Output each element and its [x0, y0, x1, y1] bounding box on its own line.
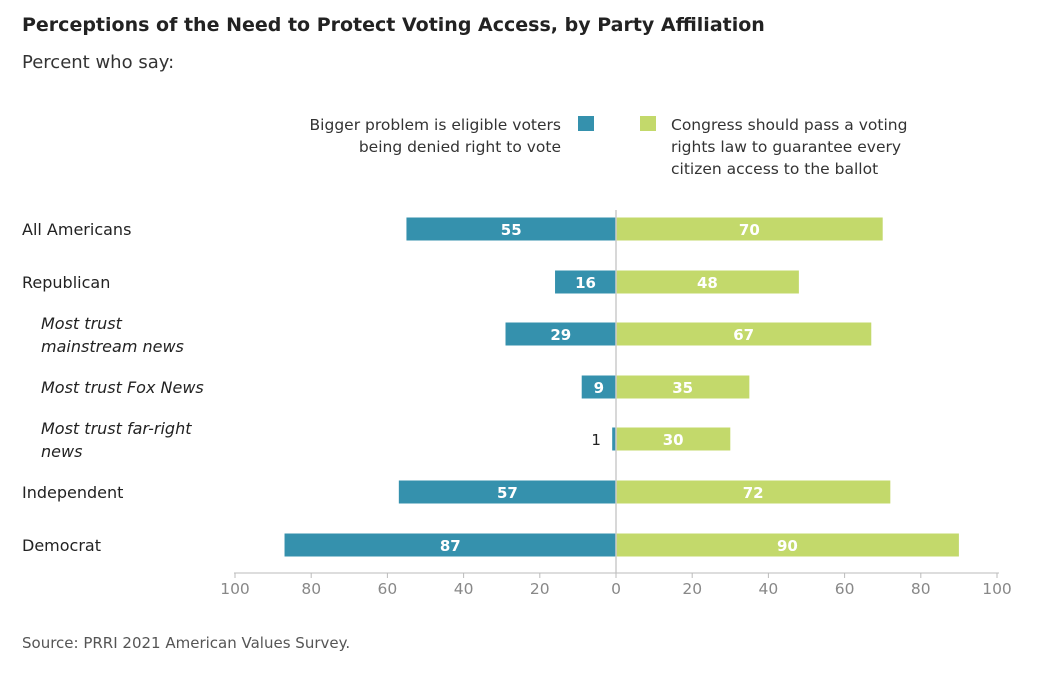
- bar-left: [398, 480, 616, 504]
- bar-left: [555, 270, 616, 294]
- value-label-left: 87: [440, 537, 461, 555]
- value-label-left: 16: [575, 274, 596, 292]
- category-label: Most trust: [41, 314, 123, 333]
- chart-subtitle: Percent who say:: [22, 52, 175, 73]
- value-label-left: 9: [594, 379, 604, 397]
- category-label: Republican: [22, 273, 110, 292]
- value-label-right: 48: [697, 274, 718, 292]
- x-tick-label: 60: [378, 580, 398, 598]
- bar-right: [616, 427, 731, 451]
- value-label-right: 72: [743, 484, 764, 502]
- bar-right: [616, 375, 750, 399]
- source-text: PRRI 2021 American Values Survey.: [83, 634, 351, 652]
- legend-swatch-left: [578, 116, 594, 131]
- bar-right: [616, 217, 883, 241]
- x-tick-label: 80: [911, 580, 931, 598]
- value-label-right: 30: [663, 431, 684, 449]
- bar-left: [505, 322, 616, 346]
- category-label: Most trust far-right: [41, 419, 192, 438]
- category-label: mainstream news: [41, 337, 184, 356]
- value-label-left: 57: [497, 484, 518, 502]
- legend-label-left-line: Bigger problem is eligible voters: [310, 116, 561, 134]
- bar-right: [616, 322, 872, 346]
- bar-left: [581, 375, 616, 399]
- category-label: Most trust Fox News: [41, 378, 204, 397]
- x-tick-label: 100: [220, 580, 250, 598]
- legend-label-right-line: rights law to guarantee every: [671, 138, 901, 156]
- x-tick-label: 80: [301, 580, 321, 598]
- chart-title: Perceptions of the Need to Protect Votin…: [22, 14, 765, 36]
- legend-label-left-line: being denied right to vote: [359, 138, 561, 156]
- value-label-left: 29: [550, 326, 571, 344]
- category-label: Independent: [22, 483, 123, 502]
- category-label: news: [41, 442, 82, 461]
- value-label-right: 35: [672, 379, 693, 397]
- legend-label-right-line: citizen access to the ballot: [671, 160, 878, 178]
- bar-left: [284, 533, 616, 557]
- source-note: Source: PRRI 2021 American Values Survey…: [22, 634, 351, 652]
- legend-label-right-line: Congress should pass a voting: [671, 116, 907, 134]
- value-label-left: 55: [501, 221, 522, 239]
- value-label-left: 1: [591, 431, 601, 449]
- category-label: Democrat: [22, 536, 101, 555]
- x-tick-label: 40: [759, 580, 779, 598]
- value-label-right: 90: [777, 537, 798, 555]
- x-tick-label: 20: [682, 580, 702, 598]
- legend-swatch-right: [640, 116, 656, 131]
- bar-left: [612, 427, 616, 451]
- bar-right: [616, 533, 959, 557]
- value-label-right: 70: [739, 221, 760, 239]
- bar-left: [406, 217, 616, 241]
- x-tick-label: 40: [454, 580, 474, 598]
- bar-right: [616, 270, 799, 294]
- x-tick-label: 60: [835, 580, 855, 598]
- x-tick-label: 100: [982, 580, 1012, 598]
- x-tick-label: 0: [611, 580, 621, 598]
- value-label-right: 67: [733, 326, 754, 344]
- category-label: All Americans: [22, 220, 131, 239]
- bar-right: [616, 480, 891, 504]
- x-tick-label: 20: [530, 580, 550, 598]
